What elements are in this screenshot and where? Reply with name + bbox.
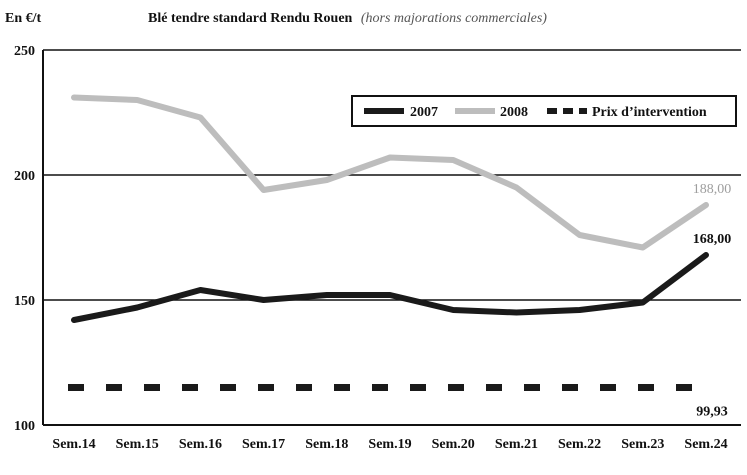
chart-title: Blé tendre standard Rendu Rouen (hors ma…	[148, 11, 547, 26]
x-tick-label: Sem.22	[558, 437, 601, 452]
grid	[43, 49, 741, 301]
data-labels: 188,00 168,00 99,93	[693, 182, 732, 420]
y-tick-label: 100	[14, 419, 35, 434]
series-line-2008	[71, 94, 709, 251]
legend-label-2008: 2008	[500, 105, 528, 120]
end-value-label: 168,00	[693, 232, 732, 247]
x-tick-label: Sem.17	[242, 437, 285, 452]
chart-subtitle: (hors majorations commerciales)	[361, 11, 547, 26]
legend-label-2007: 2007	[410, 105, 438, 120]
series-lines	[68, 94, 710, 391]
x-tick-label: Sem.23	[621, 437, 664, 452]
x-tick-label: Sem.24	[684, 437, 727, 452]
end-value-label: 99,93	[696, 405, 728, 420]
x-tick-label: Sem.16	[179, 437, 222, 452]
legend-box	[351, 95, 737, 127]
y-tick-label: 250	[14, 44, 35, 59]
legend: 2007 2008 Prix d’intervention	[351, 95, 737, 127]
y-tick-label: 150	[14, 294, 35, 309]
axes: 100 150 200 250 Sem.14 Sem.15 Sem.16 Sem.17 Sem.…	[14, 44, 741, 452]
end-value-label: 188,00	[693, 182, 732, 197]
series-line-2007	[71, 252, 709, 323]
chart-title-main: Blé tendre standard Rendu Rouen	[148, 11, 353, 26]
legend-label-intervention: Prix d’intervention	[592, 105, 707, 120]
x-tick-label: Sem.20	[432, 437, 475, 452]
x-tick-label: Sem.14	[52, 437, 95, 452]
x-tick-label: Sem.19	[368, 437, 411, 452]
x-tick-label: Sem.15	[116, 437, 159, 452]
unit-label: En €/t	[5, 11, 42, 26]
y-tick-label: 200	[14, 169, 35, 184]
x-tick-label: Sem.18	[305, 437, 348, 452]
x-tick-label: Sem.21	[495, 437, 538, 452]
